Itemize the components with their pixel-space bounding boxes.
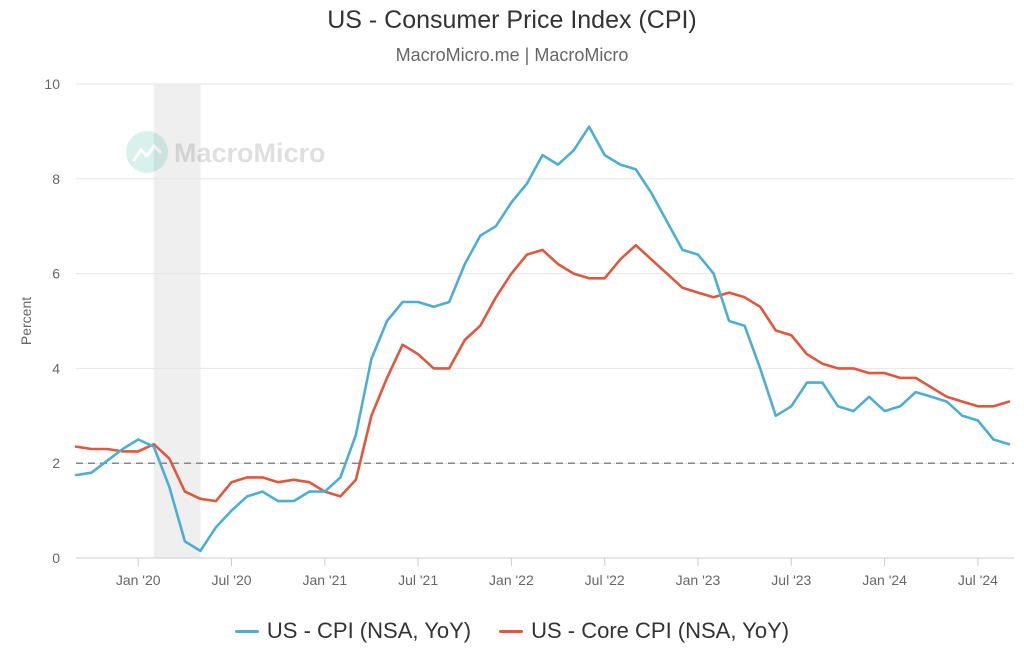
legend-swatch-core-cpi	[499, 629, 524, 633]
series-line-cpi[interactable]	[74, 125, 1011, 553]
y-tick-label: 0	[52, 550, 60, 566]
legend-label-core-cpi: US - Core CPI (NSA, YoY)	[531, 618, 790, 643]
y-tick-label: 10	[44, 76, 60, 92]
watermark: MacroMicro	[126, 131, 326, 173]
chart-logo-icon	[126, 131, 168, 173]
y-tick-label: 8	[52, 171, 60, 187]
legend-item-core-cpi[interactable]: US - Core CPI (NSA, YoY)	[499, 618, 789, 644]
recession-shade	[153, 84, 201, 558]
legend: US - CPI (NSA, YoY) US - Core CPI (NSA, …	[0, 618, 1024, 644]
y-tick-label: 2	[52, 455, 60, 471]
x-tick-label: Jan '23	[676, 572, 721, 588]
x-tick-label: Jul '22	[585, 572, 625, 588]
y-tick-label: 4	[52, 360, 60, 376]
x-tick-label: Jan '22	[489, 572, 534, 588]
y-axis-label: Percent	[18, 297, 34, 345]
chart-title: US - Consumer Price Index (CPI)	[327, 6, 697, 34]
y-tick-label: 6	[52, 266, 60, 282]
x-tick-label: Jul '21	[398, 572, 438, 588]
legend-item-cpi[interactable]: US - CPI (NSA, YoY)	[234, 618, 472, 644]
chart-subtitle: MacroMicro.me | MacroMicro	[395, 45, 629, 65]
watermark-text: MacroMicro	[174, 138, 326, 168]
x-tick-label: Jul '24	[958, 572, 998, 588]
x-tick-label: Jul '20	[211, 572, 251, 588]
legend-label-cpi: US - CPI (NSA, YoY)	[266, 618, 472, 643]
series-line-core-cpi[interactable]	[74, 243, 1011, 503]
x-tick-label: Jan '24	[862, 572, 907, 588]
chart-logo-icon-glyph	[132, 144, 162, 162]
x-tick-label: Jul '23	[771, 572, 811, 588]
x-tick-label: Jan '21	[302, 572, 347, 588]
x-tick-label: Jan '20	[116, 572, 161, 588]
legend-swatch-cpi	[234, 629, 259, 633]
